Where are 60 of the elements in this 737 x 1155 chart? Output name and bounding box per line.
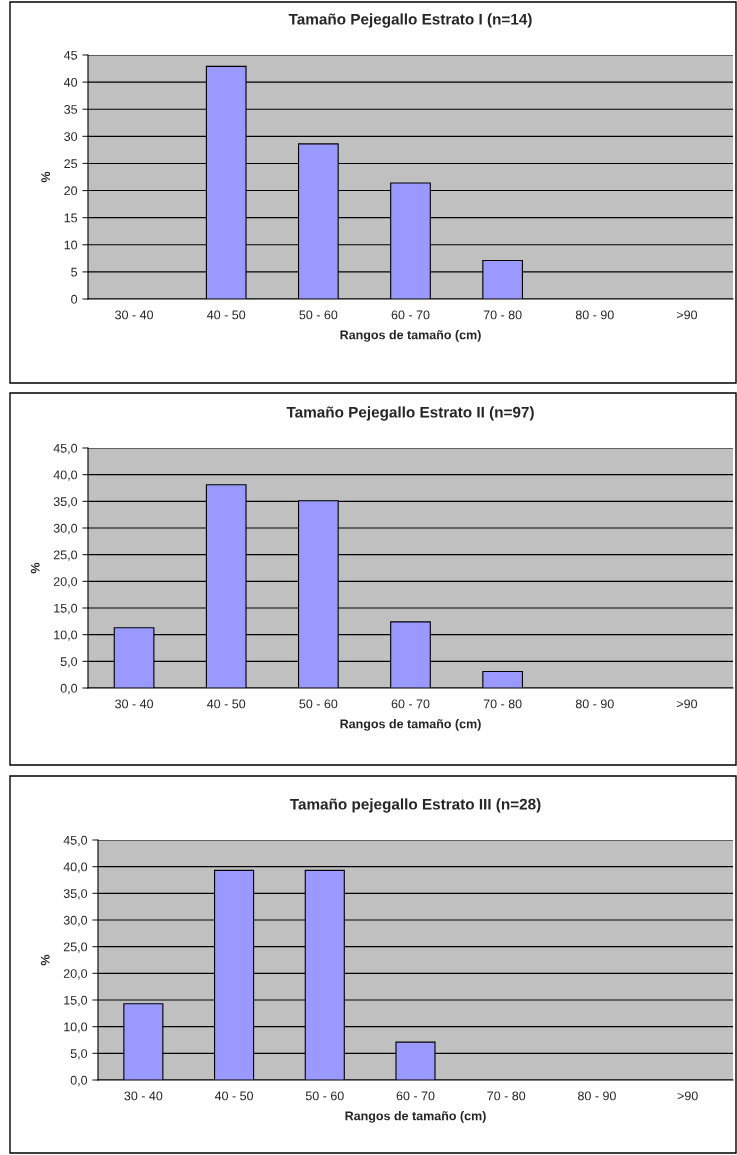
x-tick-label: 30 - 40: [115, 699, 154, 709]
y-tick-label: 35,0: [63, 889, 88, 900]
y-tick-label: 15,0: [64, 995, 88, 1007]
y-tick-label: 45,0: [53, 443, 78, 455]
x-tick-label: 60 - 70: [391, 699, 430, 709]
y-tick-label: 40: [63, 77, 78, 87]
y-tick-label: 45,0: [63, 835, 88, 847]
x-tick-label: >90: [676, 699, 698, 709]
x-tick-label: 70 - 80: [487, 1091, 526, 1101]
x-tick-label: 30 - 40: [124, 1091, 163, 1101]
x-tick-label: 50 - 60: [305, 1091, 344, 1101]
x-tick-label: 70 - 80: [483, 310, 522, 320]
y-tick-label: 10,0: [64, 1022, 88, 1033]
y-tick-label: 30: [64, 132, 78, 141]
x-axis-title: Rangos de tamaño (cm): [340, 330, 481, 342]
x-tick-label: >90: [676, 310, 698, 320]
x-tick-label: 60 - 70: [396, 1091, 435, 1101]
x-tick-label: 80 - 90: [578, 1091, 616, 1101]
y-tick-label: 40,0: [53, 470, 78, 481]
y-tick-label: 15: [64, 213, 78, 223]
x-tick-label: 50 - 60: [299, 699, 338, 709]
x-axis-title: Rangos de tamaño (cm): [345, 1111, 486, 1123]
y-tick-label: 5,0: [70, 1049, 88, 1060]
x-tick-label: 40 - 50: [207, 699, 246, 709]
x-tick-label: 40 - 50: [207, 310, 246, 320]
chart-title: Tamaño pejegallo Estrato III (n=28): [289, 798, 541, 813]
y-tick-label: 10,0: [54, 630, 78, 641]
y-tick-label: 35: [64, 105, 78, 114]
y-tick-label: 15,0: [54, 603, 78, 615]
y-tick-label: 25,0: [53, 550, 78, 561]
y-tick-label: 0,0: [70, 1075, 88, 1087]
y-tick-label: 25,0: [63, 942, 88, 953]
chart-title: Tamaño Pejegallo Estrato II (n=97): [286, 406, 534, 421]
y-tick-label: 45: [63, 50, 78, 60]
x-tick-label: 40 - 50: [214, 1091, 254, 1101]
y-tick-label: 30,0: [63, 915, 88, 927]
y-tick-label: 0,0: [60, 683, 78, 695]
y-tick-label: 10: [64, 240, 78, 250]
y-tick-label: 35,0: [53, 497, 78, 508]
y-tick-label: 0: [71, 294, 78, 304]
y-tick-label: 20,0: [63, 969, 88, 980]
x-tick-label: 60 - 70: [391, 310, 430, 320]
y-tick-label: 5: [71, 267, 78, 277]
x-tick-label: 50 - 60: [299, 310, 338, 320]
x-tick-label: 30 - 40: [115, 310, 154, 320]
y-tick-label: 30,0: [53, 523, 78, 535]
y-axis-title: %: [41, 171, 51, 183]
y-axis-title: %: [40, 954, 50, 966]
y-tick-label: 40,0: [63, 862, 88, 873]
y-axis-title: %: [30, 562, 40, 574]
chart-title: Tamaño Pejegallo Estrato I (n=14): [288, 13, 532, 28]
y-tick-label: 20,0: [53, 577, 78, 588]
x-axis-title: Rangos de tamaño (cm): [340, 719, 481, 731]
y-tick-label: 25: [64, 159, 78, 169]
x-tick-label: >90: [677, 1091, 698, 1101]
y-tick-label: 5,0: [60, 657, 78, 668]
x-tick-label: 70 - 80: [483, 699, 522, 709]
x-tick-label: 80 - 90: [575, 699, 614, 709]
y-tick-label: 20: [64, 186, 78, 196]
x-tick-label: 80 - 90: [575, 310, 614, 320]
